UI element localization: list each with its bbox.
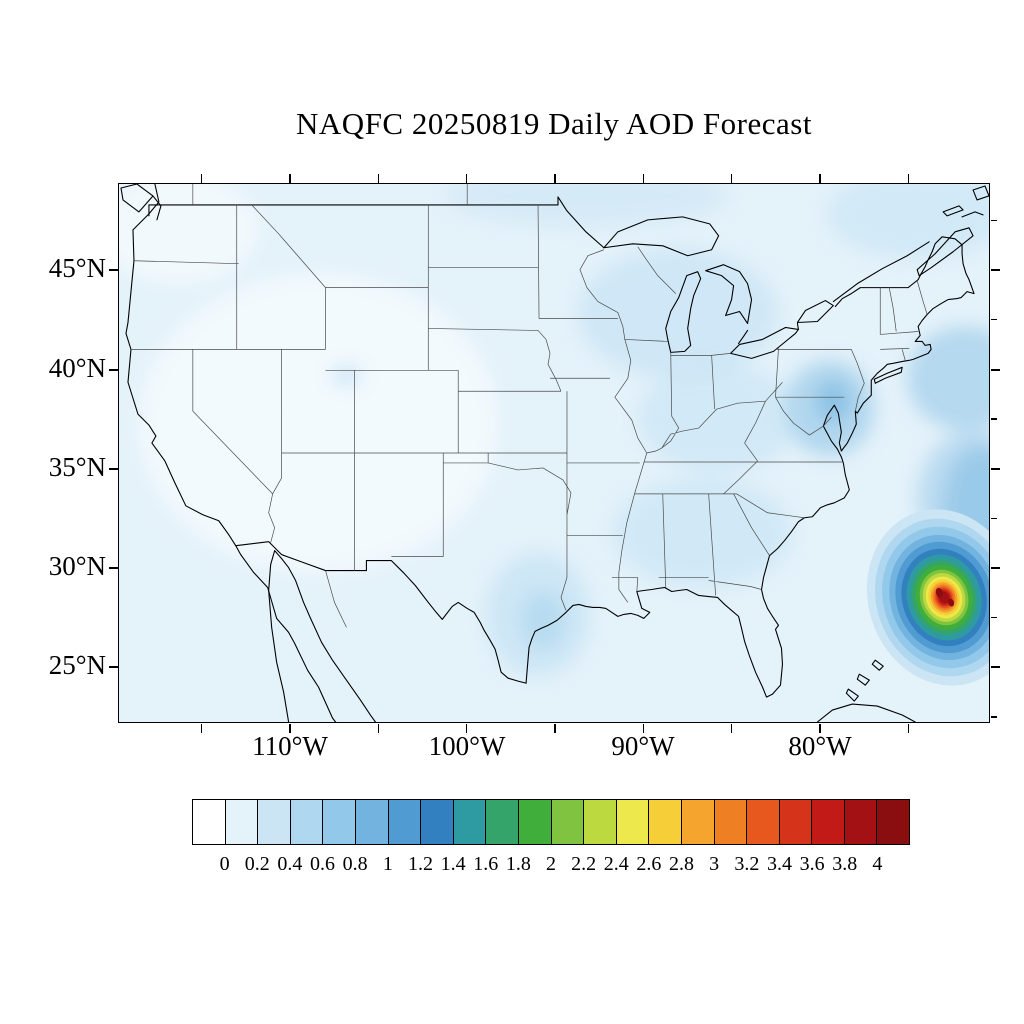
colorbar-tick-label: 0.2 bbox=[244, 853, 270, 875]
colorbar-tick-label: 2 bbox=[546, 853, 556, 875]
axis-tick bbox=[991, 318, 997, 321]
axis-tick bbox=[289, 174, 291, 183]
axis-tick bbox=[991, 418, 997, 420]
y-axis-tick-label: 25°N bbox=[48, 650, 106, 680]
axis-tick bbox=[819, 174, 821, 183]
axis-tick bbox=[642, 174, 645, 183]
state-boundaries bbox=[130, 184, 928, 628]
axis-tick bbox=[554, 174, 556, 183]
colorbar-tick-label: 3 bbox=[709, 853, 720, 875]
axis-tick bbox=[465, 174, 468, 183]
y-axis-tick-label: 45°N bbox=[48, 253, 106, 283]
aod-plume-core bbox=[947, 598, 955, 607]
colorbar-cell bbox=[258, 799, 291, 845]
colorbar-tick-label: 3.8 bbox=[832, 853, 858, 875]
colorbar-tick-label: 2.4 bbox=[603, 853, 629, 875]
colorbar-cell bbox=[290, 799, 324, 845]
chart-title: NAQFC 20250819 Daily AOD Forecast bbox=[296, 106, 812, 141]
colorbar bbox=[192, 799, 911, 845]
axis-tick bbox=[109, 468, 118, 470]
colorbar-tick-label: 2.6 bbox=[636, 853, 662, 875]
axis-tick bbox=[991, 517, 997, 520]
colorbar-cell bbox=[844, 799, 878, 845]
aod-plume bbox=[866, 509, 989, 686]
colorbar-cell bbox=[616, 799, 650, 845]
axis-tick bbox=[991, 269, 1000, 271]
colorbar-cell bbox=[421, 799, 454, 845]
colorbar-cell bbox=[649, 799, 682, 845]
y-axis-tick-label: 40°N bbox=[48, 353, 106, 383]
axis-tick bbox=[730, 174, 733, 183]
axis-tick bbox=[991, 666, 1000, 668]
axis-tick bbox=[907, 174, 910, 183]
axis-tick bbox=[465, 724, 468, 733]
colorbar-tick-label: 1.8 bbox=[505, 853, 531, 875]
axis-tick bbox=[991, 716, 997, 718]
axis-tick bbox=[109, 567, 118, 569]
colorbar-tick-label: 0.6 bbox=[310, 853, 336, 875]
colorbar-cell bbox=[518, 799, 552, 845]
colorbar-cell bbox=[388, 799, 422, 845]
axis-tick bbox=[907, 724, 910, 733]
axis-tick bbox=[991, 468, 1000, 470]
axis-tick bbox=[200, 174, 203, 183]
axis-tick bbox=[642, 724, 645, 733]
x-axis-tick-label: 110°W bbox=[252, 731, 328, 761]
colorbar-labels: 0 0.2 0.4 0.6 0.8 1 1.2 1.4 1.6 1.8 2 2.2 2.4 2.6 2.8 3… bbox=[192, 853, 910, 879]
colorbar-tick-label: 1 bbox=[382, 853, 393, 875]
aod-map bbox=[118, 183, 990, 723]
colorbar-cell bbox=[714, 799, 748, 845]
colorbar-tick-label: 4 bbox=[872, 853, 883, 875]
aod-plume-core bbox=[935, 587, 944, 598]
axis-tick bbox=[991, 616, 997, 619]
y-axis-tick-label: 30°N bbox=[48, 551, 106, 581]
axis-tick bbox=[554, 724, 556, 733]
axis-tick bbox=[730, 724, 733, 733]
y-axis-tick-label: 35°N bbox=[48, 452, 106, 482]
colorbar-tick-label: 1.6 bbox=[473, 853, 499, 875]
axis-tick bbox=[991, 567, 1000, 569]
colorbar-tick-label: 0.4 bbox=[277, 853, 303, 875]
colorbar-tick-label: 3.4 bbox=[766, 853, 792, 875]
colorbar-cell bbox=[812, 799, 845, 845]
colorbar-cell bbox=[877, 799, 911, 845]
axis-tick bbox=[289, 724, 291, 733]
x-axis-tick-label: 90°W bbox=[611, 731, 675, 761]
colorbar-cell bbox=[486, 799, 519, 845]
colorbar-cell bbox=[225, 799, 259, 845]
axis-tick bbox=[377, 174, 380, 183]
axis-tick bbox=[200, 724, 203, 733]
x-axis-tick-label: 80°W bbox=[788, 731, 852, 761]
colorbar-cell bbox=[779, 799, 813, 845]
colorbar-tick-label: 3.6 bbox=[799, 853, 825, 875]
colorbar-cell bbox=[584, 799, 617, 845]
axis-tick bbox=[991, 369, 1000, 371]
x-axis-tick-label: 100°W bbox=[428, 731, 506, 761]
axis-tick bbox=[377, 724, 380, 733]
colorbar-tick-label: 2.8 bbox=[669, 853, 695, 875]
colorbar-tick-label: 2.2 bbox=[571, 853, 597, 875]
colorbar-cell bbox=[453, 799, 487, 845]
colorbar-tick-label: 1.2 bbox=[407, 853, 433, 875]
axis-tick bbox=[109, 666, 118, 668]
axis-tick bbox=[109, 269, 118, 271]
colorbar-cell bbox=[551, 799, 585, 845]
map-canvas bbox=[119, 184, 989, 722]
colorbar-tick-label: 0.8 bbox=[342, 853, 368, 875]
colorbar-cell bbox=[323, 799, 356, 845]
colorbar-cell bbox=[681, 799, 715, 845]
axis-tick bbox=[991, 219, 997, 222]
colorbar-tick-label: 0 bbox=[219, 853, 230, 875]
colorbar-tick-label: 1.4 bbox=[440, 853, 466, 875]
colorbar-cell bbox=[192, 799, 226, 845]
colorbar-tick-label: 3.2 bbox=[734, 853, 760, 875]
axis-tick bbox=[109, 369, 118, 371]
colorbar-cell bbox=[355, 799, 389, 845]
colorbar-cell bbox=[747, 799, 780, 845]
axis-tick bbox=[819, 724, 821, 733]
